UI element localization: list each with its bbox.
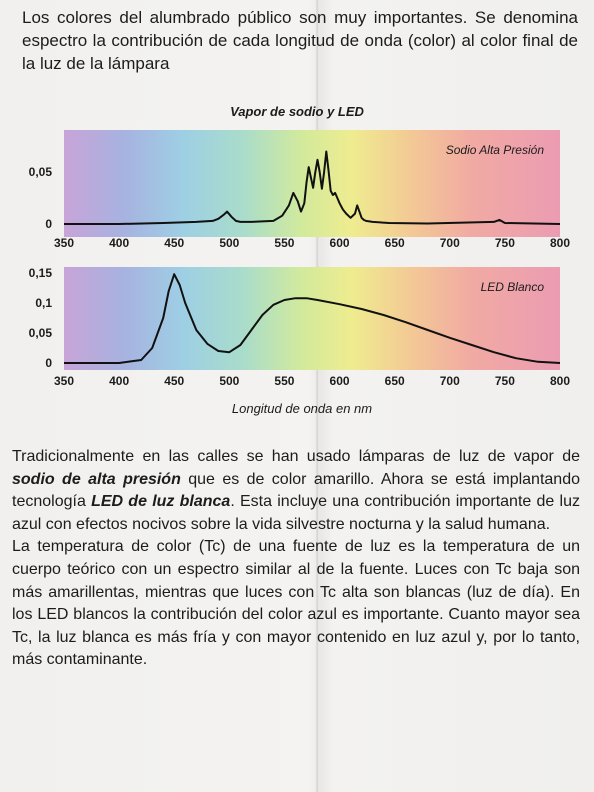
- series-line: [64, 273, 561, 364]
- x-tick-label: 750: [495, 374, 515, 388]
- x-tick-label: 400: [109, 236, 129, 250]
- emphasis-text: LED de luz blanca: [91, 493, 231, 511]
- y-tick-label: 0: [45, 217, 52, 231]
- x-tick-label: 500: [219, 236, 239, 250]
- y-tick-label: 0,05: [29, 165, 53, 179]
- x-tick-label: 550: [274, 374, 294, 388]
- x-tick-label: 450: [164, 374, 184, 388]
- y-tick-label: 0,05: [29, 326, 53, 340]
- y-tick-label: 0: [45, 356, 52, 370]
- legend-label: LED Blanco: [481, 280, 545, 294]
- x-tick-label: 750: [495, 236, 515, 250]
- x-axis-label: Longitud de onda en nm: [232, 401, 372, 416]
- paragraph-2: La temperatura de color (Tc) de una fuen…: [12, 538, 580, 669]
- y-tick-label: 0,1: [35, 296, 52, 310]
- body-text: Tradicionalmente en las calles se han us…: [12, 446, 580, 672]
- x-tick-label: 400: [109, 374, 129, 388]
- text-run: . Esta incluye una contribución importan…: [12, 493, 580, 533]
- x-tick-label: 550: [274, 236, 294, 250]
- chart-title: Vapor de sodio y LED: [230, 104, 364, 119]
- y-tick-label: 0,15: [29, 266, 53, 280]
- x-tick-label: 350: [54, 236, 74, 250]
- x-tick-label: 700: [440, 374, 460, 388]
- x-tick-label: 650: [385, 236, 405, 250]
- x-tick-label: 600: [330, 236, 350, 250]
- x-tick-label: 800: [550, 236, 570, 250]
- x-tick-label: 650: [385, 374, 405, 388]
- text-run: que es de color amarillo. Ahora se está …: [12, 470, 580, 511]
- x-tick-label: 350: [54, 374, 74, 388]
- x-tick-label: 800: [550, 374, 570, 388]
- x-tick-label: 700: [440, 236, 460, 250]
- x-tick-label: 500: [219, 374, 239, 388]
- x-tick-label: 450: [164, 236, 184, 250]
- intro-text: Los colores del alumbrado público son mu…: [22, 8, 578, 73]
- x-tick-label: 600: [330, 374, 350, 388]
- emphasis-text: sodio de alta presión: [12, 470, 181, 488]
- legend-label: Sodio Alta Presión: [446, 143, 545, 157]
- spectrum-chart: 0 0,05 350 400 450 500 550 600 650 700 750 800 Sodio…: [29, 130, 570, 416]
- series-line: [64, 150, 561, 225]
- paper-fold: [316, 0, 319, 792]
- text-run: Tradicionalmente en las calles se han us…: [12, 448, 580, 465]
- paragraph-1: Tradicionalmente en las calles se han us…: [12, 446, 580, 536]
